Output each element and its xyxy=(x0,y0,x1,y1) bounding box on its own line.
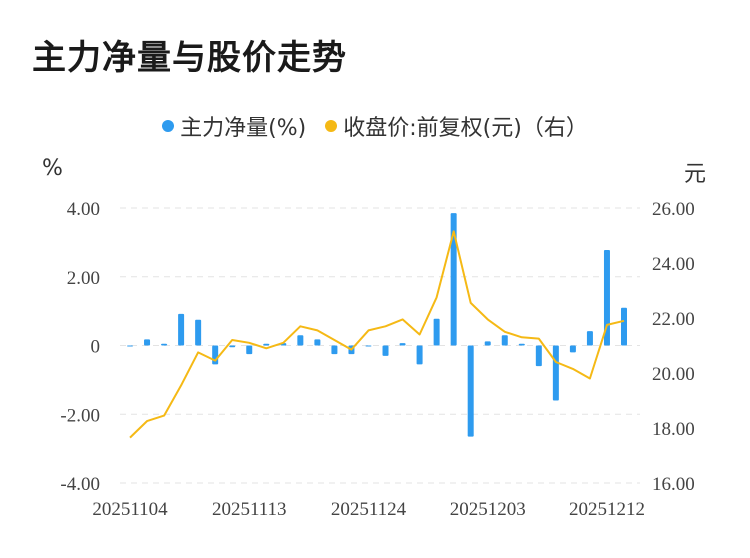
bar xyxy=(586,331,593,346)
bar xyxy=(229,345,236,348)
left-tick-label: 4.00 xyxy=(67,199,100,220)
legend-label-net-flow: 主力净量(%) xyxy=(180,116,307,141)
bar xyxy=(535,345,542,367)
bar xyxy=(484,341,491,346)
bar xyxy=(518,343,525,346)
bar xyxy=(416,345,423,365)
left-tick-label: -4.00 xyxy=(60,474,100,495)
right-tick-label: 24.00 xyxy=(652,254,695,275)
legend-item-net-flow[interactable]: 主力净量(%) xyxy=(162,110,306,142)
bar xyxy=(246,345,253,355)
bar xyxy=(552,345,559,401)
bar xyxy=(331,345,338,355)
bar xyxy=(144,339,151,346)
legend-dot-line xyxy=(325,120,338,132)
chart-title: 主力净量与股价走势 xyxy=(32,38,347,78)
price-line xyxy=(129,230,625,439)
x-tick-label: 20251203 xyxy=(450,499,526,520)
legend-label-close-price: 收盘价:前复权(元)（右） xyxy=(343,116,588,141)
bar xyxy=(314,339,321,346)
legend: 主力净量(%) 收盘价:前复权(元)（右） xyxy=(0,110,750,142)
bar xyxy=(621,307,627,346)
bar xyxy=(603,249,610,346)
bar xyxy=(178,313,185,346)
right-tick-label: 16.00 xyxy=(652,474,695,495)
bar xyxy=(569,345,576,353)
bar xyxy=(127,345,133,347)
legend-item-close-price[interactable]: 收盘价:前复权(元)（右） xyxy=(325,110,588,142)
bar xyxy=(399,343,406,346)
bar xyxy=(297,335,304,346)
legend-dot-bar xyxy=(162,120,175,132)
bar xyxy=(450,213,457,346)
bar xyxy=(195,319,202,346)
left-axis-unit: % xyxy=(42,156,63,181)
x-tick-label: 20251124 xyxy=(331,499,407,520)
x-tick-label: 20251104 xyxy=(92,499,168,520)
x-tick-label: 20251212 xyxy=(569,499,645,520)
right-tick-label: 20.00 xyxy=(652,364,695,385)
bar xyxy=(161,343,168,346)
left-tick-label: 2.00 xyxy=(67,268,100,289)
left-tick-label: -2.00 xyxy=(60,405,100,426)
bar xyxy=(501,335,508,346)
left-tick-label: 0 xyxy=(91,337,101,358)
x-tick-label: 20251113 xyxy=(212,499,287,520)
right-tick-label: 26.00 xyxy=(652,199,695,220)
bar xyxy=(382,345,389,356)
right-tick-label: 18.00 xyxy=(652,419,695,440)
bar xyxy=(433,318,440,346)
bar xyxy=(467,345,474,437)
right-axis-unit: 元 xyxy=(684,162,707,187)
bar xyxy=(263,343,270,346)
right-tick-label: 22.00 xyxy=(652,309,695,330)
bar xyxy=(365,345,372,347)
